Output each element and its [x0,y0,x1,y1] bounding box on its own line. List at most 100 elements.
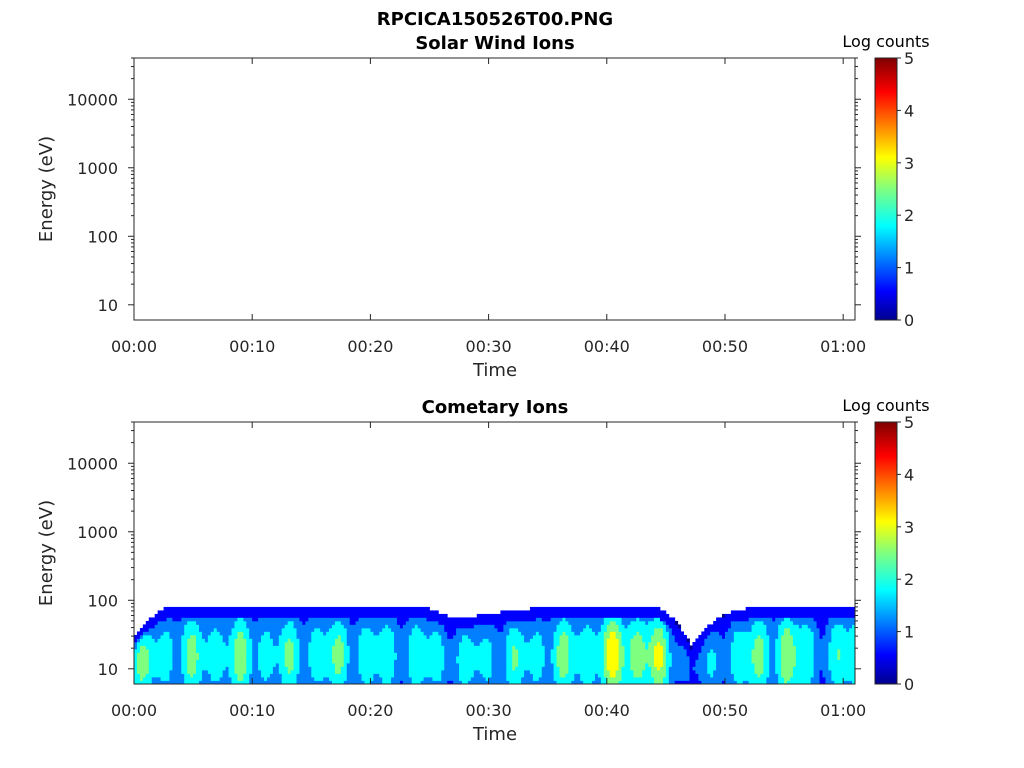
heatmap-cell [382,610,386,615]
heatmap-cell [444,631,448,636]
heatmap-cell [657,627,661,632]
heatmap-cell [441,669,445,674]
heatmap-cell [302,606,306,611]
heatmap-cell [535,676,540,681]
heatmap-cell [603,680,608,684]
x-tick-label: 00:20 [347,337,393,356]
heatmap-cell [396,641,401,646]
heatmap-cell [213,631,218,636]
heatmap-cell [562,624,566,629]
heatmap-cell [246,610,250,615]
heatmap-cell [476,627,481,632]
heatmap-cell [464,638,469,643]
heatmap-cell [284,648,289,653]
heatmap-cell [199,662,203,667]
heatmap-cell [346,652,351,657]
heatmap-cell [399,655,404,660]
heatmap-cell [603,659,608,664]
heatmap-cell [269,606,274,611]
heatmap-cell [674,673,679,678]
heatmap-cell [778,655,782,660]
heatmap-cell [308,669,312,674]
heatmap-cell [642,659,646,664]
heatmap-cell [193,666,197,671]
heatmap-cell [813,669,817,674]
heatmap-cell [145,634,150,639]
heatmap-cell [760,669,764,674]
heatmap-cell [577,645,581,650]
heatmap-cell [385,634,389,639]
heatmap-cell [704,662,708,667]
heatmap-cell [196,641,200,646]
heatmap-cell [491,631,495,636]
heatmap-cell [792,617,797,622]
heatmap-cell [432,641,436,646]
heatmap-cell [175,666,179,671]
heatmap-cell [320,676,324,681]
heatmap-cell [320,606,324,611]
heatmap-cell [689,673,693,678]
heatmap-cell [476,659,481,664]
heatmap-cell [742,617,747,622]
heatmap-cell [512,620,516,625]
figure-title: RPCICA150526T00.PNG [377,9,613,30]
heatmap-cell [633,645,637,650]
heatmap-cell [456,624,460,629]
heatmap-cell [781,638,785,643]
heatmap-cell [654,613,658,618]
heatmap-cell [361,680,365,684]
heatmap-cell [349,606,354,611]
heatmap-cell [813,662,817,667]
heatmap-cell [586,666,590,671]
heatmap-cell [299,669,303,674]
heatmap-cell [160,648,164,653]
heatmap-cell [264,680,268,684]
heatmap-cell [541,673,546,678]
heatmap-cell [491,613,495,618]
heatmap-cell [789,666,794,671]
heatmap-cell [509,655,513,660]
heatmap-cell [222,662,227,667]
heatmap-cell [293,659,297,664]
heatmap-cell [172,673,176,678]
heatmap-cell [559,627,563,632]
heatmap-cell [553,627,557,632]
heatmap-cell [299,645,303,650]
heatmap-cell [713,638,717,643]
heatmap-cell [813,617,817,622]
heatmap-cell [606,641,611,646]
heatmap-cell [157,652,161,657]
heatmap-cell [373,659,377,664]
heatmap-cell [648,606,652,611]
heatmap-cell [367,610,371,615]
heatmap-cell [163,620,167,625]
heatmap-cell [766,641,770,646]
heatmap-cell [621,648,625,653]
heatmap-cell [532,652,537,657]
heatmap-cell [645,613,649,618]
heatmap-cell [503,624,507,629]
heatmap-cell [370,627,374,632]
heatmap-cell [222,610,227,615]
heatmap-cell [334,652,339,657]
heatmap-cell [456,655,460,660]
heatmap-cell [255,655,259,660]
heatmap-cell [231,610,235,615]
heatmap-cell [308,610,312,615]
heatmap-cell [190,606,194,611]
heatmap-cell [512,634,516,639]
heatmap-cell [621,669,625,674]
heatmap-cell [370,606,374,611]
heatmap-cell [506,676,510,681]
heatmap-cell [745,676,750,681]
heatmap-cell [659,662,664,667]
heatmap-cell [748,610,752,615]
heatmap-cell [219,631,224,636]
heatmap-cell [665,648,670,653]
heatmap-cell [577,669,581,674]
heatmap-cell [237,659,241,664]
heatmap-cell [657,662,661,667]
heatmap-cell [157,620,161,625]
heatmap-cell [281,680,286,684]
heatmap-cell [701,669,705,674]
